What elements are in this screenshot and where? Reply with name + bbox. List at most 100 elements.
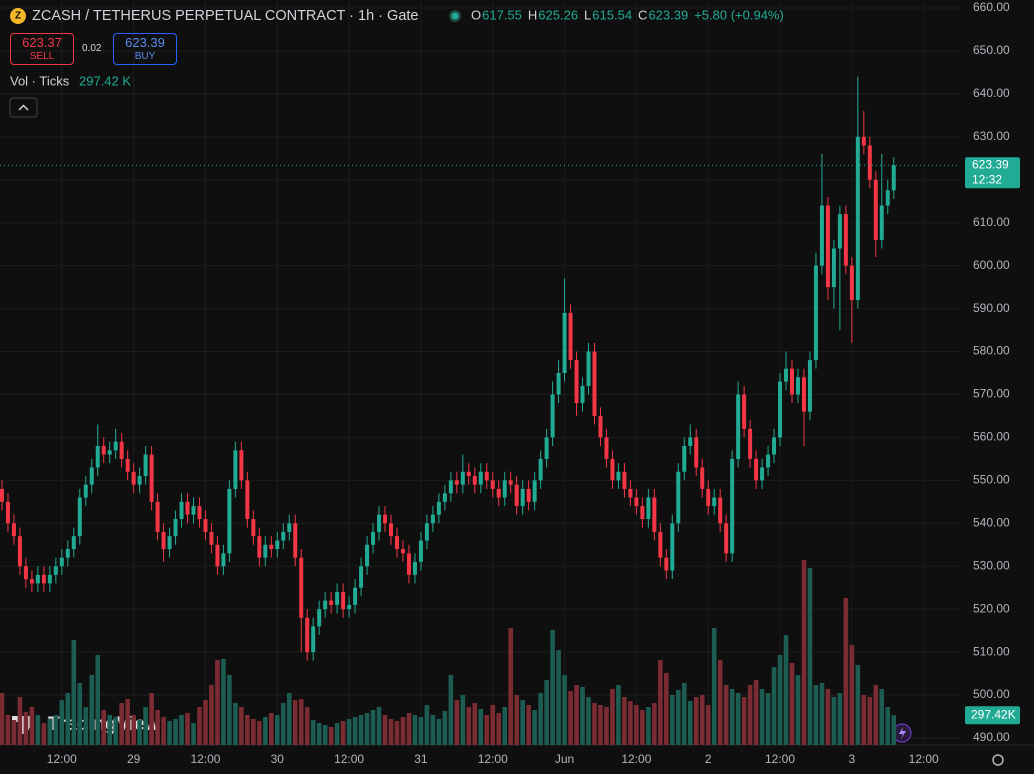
candle-body bbox=[83, 484, 88, 498]
volume-bar bbox=[239, 707, 244, 745]
candle-body bbox=[628, 488, 633, 498]
volume-bar bbox=[269, 713, 274, 745]
volume-bar bbox=[604, 707, 609, 745]
candle-body bbox=[173, 519, 178, 537]
y-tick-label: 510.00 bbox=[973, 644, 1010, 658]
volume-bar bbox=[0, 693, 5, 745]
candle-body bbox=[580, 385, 585, 404]
volume-bar bbox=[328, 727, 334, 745]
volume-bar bbox=[484, 715, 490, 745]
candle-body bbox=[700, 467, 705, 489]
volume-bar bbox=[622, 697, 627, 745]
candle-body bbox=[508, 480, 513, 485]
volume-bar bbox=[514, 695, 519, 745]
volume-bar bbox=[831, 697, 837, 745]
volume-bar bbox=[675, 690, 681, 745]
sell-button[interactable]: 623.37 SELL bbox=[10, 33, 74, 65]
candle-body bbox=[688, 437, 693, 446]
volume-bar bbox=[520, 700, 525, 745]
candle-body bbox=[520, 488, 525, 507]
y-tick-label: 580.00 bbox=[973, 344, 1010, 358]
candle-body bbox=[299, 557, 304, 618]
volume-bar bbox=[334, 723, 340, 745]
candle-body bbox=[209, 531, 214, 545]
candle-body bbox=[867, 145, 872, 180]
candle-body bbox=[742, 394, 747, 429]
ohlc-legend: O 617.55 H 625.26 L 615.54 C 623.39 +5.80 (+0.94… bbox=[471, 7, 784, 22]
candle-body bbox=[215, 544, 220, 567]
candle-body bbox=[622, 471, 627, 489]
volume-bar bbox=[316, 723, 322, 745]
volume-bar bbox=[879, 689, 885, 745]
x-tick-label: 12:00 bbox=[478, 752, 508, 766]
volume-bar bbox=[65, 693, 71, 745]
volume-bar bbox=[741, 697, 747, 745]
candle-body bbox=[335, 592, 340, 605]
volume-bar bbox=[526, 705, 531, 745]
volume-bar bbox=[340, 721, 346, 745]
volume-bar bbox=[47, 719, 53, 745]
candle-body bbox=[544, 437, 549, 459]
volume-bar bbox=[723, 685, 729, 745]
settings-button[interactable] bbox=[992, 754, 1004, 766]
x-tick-label: 12:00 bbox=[765, 752, 795, 766]
candle-body bbox=[23, 566, 28, 580]
candle-body bbox=[658, 531, 663, 558]
volume-bar bbox=[59, 700, 65, 745]
volume-bar bbox=[412, 715, 418, 745]
candle-body bbox=[5, 501, 10, 524]
volume-bar bbox=[155, 710, 160, 745]
candle-body bbox=[837, 214, 842, 249]
candle-body bbox=[526, 488, 531, 502]
volume-bar bbox=[891, 715, 897, 745]
candle-body bbox=[436, 501, 441, 515]
candle-body bbox=[532, 480, 537, 502]
volume-bar bbox=[885, 707, 891, 745]
sell-price: 623.37 bbox=[22, 35, 62, 50]
volume-bar bbox=[747, 685, 753, 745]
candle-body bbox=[281, 531, 286, 541]
volume-bar bbox=[101, 710, 107, 745]
volume-bar bbox=[586, 697, 591, 745]
candle-body bbox=[305, 617, 310, 653]
ohlc-value: 625.26 bbox=[538, 7, 578, 22]
x-tick-label: 31 bbox=[414, 752, 428, 766]
volume-bar bbox=[173, 719, 178, 745]
y-tick-label: 530.00 bbox=[973, 558, 1010, 572]
status-dot bbox=[451, 12, 459, 20]
candle-body bbox=[490, 480, 495, 489]
volume-bar bbox=[574, 685, 579, 745]
candle-body bbox=[317, 609, 322, 627]
buy-button[interactable]: 623.39 BUY bbox=[113, 33, 177, 65]
candle-body bbox=[89, 467, 94, 485]
volume-bar bbox=[233, 703, 238, 745]
collapse-button[interactable] bbox=[9, 97, 38, 118]
y-tick-label: 660.00 bbox=[973, 0, 1010, 14]
candle-body bbox=[502, 480, 507, 498]
volume-bar bbox=[197, 707, 202, 745]
sell-label: SELL bbox=[29, 51, 55, 62]
candle-body bbox=[263, 544, 268, 558]
candle-body bbox=[592, 351, 597, 416]
candle-body bbox=[442, 493, 447, 502]
candle-body bbox=[855, 136, 860, 300]
candle-body bbox=[424, 523, 429, 541]
volume-bar bbox=[843, 598, 849, 745]
x-tick-label: 30 bbox=[271, 752, 285, 766]
chart-title: ZCASH / TETHERUS PERPETUAL CONTRACT · 1h… bbox=[32, 8, 418, 24]
candle-body bbox=[562, 312, 567, 373]
candle-body bbox=[161, 531, 166, 550]
candle-body bbox=[801, 377, 806, 412]
candle-body bbox=[251, 519, 256, 537]
buy-price: 623.39 bbox=[125, 35, 165, 50]
volume-bar bbox=[496, 713, 502, 745]
x-tick-label: 2 bbox=[705, 752, 712, 766]
candle-body bbox=[287, 523, 292, 532]
volume-bar bbox=[358, 715, 364, 745]
volume-bar bbox=[370, 710, 376, 745]
volume-bar bbox=[23, 712, 29, 745]
volume-bar bbox=[406, 713, 412, 745]
volume-bar bbox=[735, 693, 741, 745]
candle-body bbox=[233, 450, 238, 489]
candle-body bbox=[634, 497, 639, 507]
